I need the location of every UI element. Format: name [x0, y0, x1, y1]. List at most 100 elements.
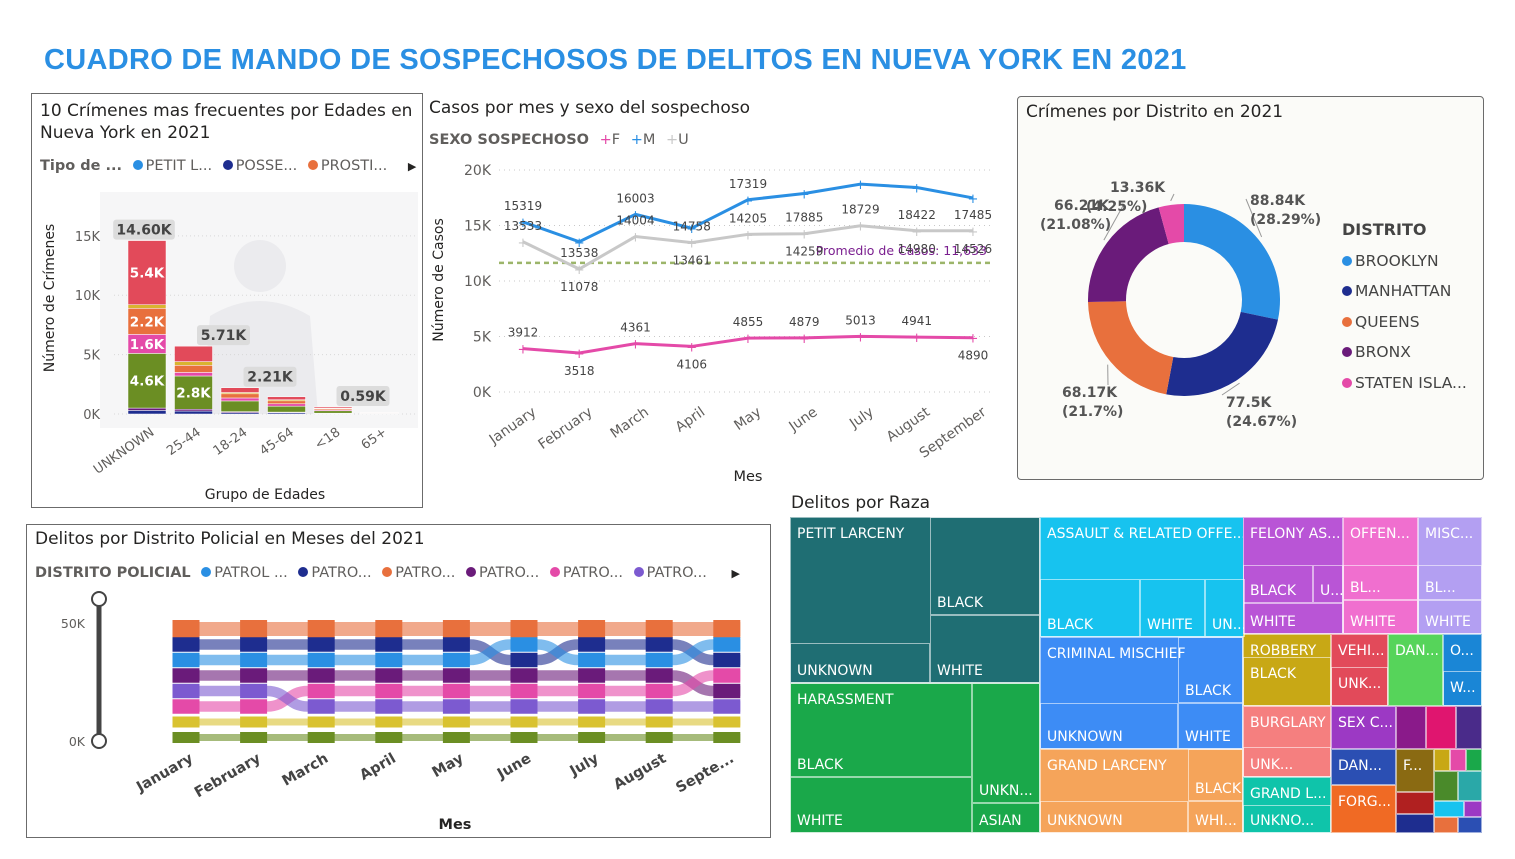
data-point-marker[interactable]: +	[518, 343, 529, 358]
ribbon-column-segment[interactable]	[578, 637, 606, 652]
treemap-cell[interactable]: WHITE	[1343, 600, 1418, 634]
data-point-marker[interactable]: +	[799, 187, 810, 202]
treemap-cell[interactable]: UNKNO...	[1243, 805, 1331, 833]
treemap-cell[interactable]: WHITE	[1140, 579, 1205, 637]
data-point-marker[interactable]: +	[630, 338, 641, 353]
data-point-marker[interactable]: +	[799, 228, 810, 243]
ribbon-column-segment[interactable]	[442, 620, 470, 638]
ribbon-legend-item-1[interactable]: PATRO...	[298, 565, 372, 581]
ribbon-column-segment[interactable]	[240, 683, 268, 699]
treemap-cell[interactable]: DAN...	[1331, 749, 1396, 785]
data-point-marker[interactable]: +	[911, 182, 922, 197]
age-legend-item-2[interactable]: PROSTI...	[307, 158, 387, 174]
treemap-cell[interactable]: BLACK	[1040, 579, 1140, 637]
donut-legend-item-3[interactable]: BRONX	[1342, 337, 1467, 368]
treemap-small-cell[interactable]	[1450, 749, 1466, 771]
series-line[interactable]	[522, 182, 974, 244]
donut-slice[interactable]	[1158, 204, 1184, 245]
ribbon-column-segment[interactable]	[375, 652, 403, 668]
treemap-small-cell[interactable]	[1464, 801, 1482, 817]
ribbon-column-segment[interactable]	[240, 620, 268, 638]
treemap-cell[interactable]: BL...	[1343, 565, 1418, 600]
ribbon-column-segment[interactable]	[645, 716, 673, 728]
bar-segment[interactable]	[174, 372, 213, 377]
chevron-right-icon[interactable]: ▶	[407, 160, 417, 173]
ribbon-column-segment[interactable]	[307, 620, 335, 638]
ribbon-column-segment[interactable]	[510, 699, 538, 714]
bar-segment[interactable]	[127, 304, 167, 309]
treemap-cell[interactable]: UNK...	[1243, 747, 1331, 777]
bar-segment[interactable]	[174, 345, 213, 362]
bar-segment[interactable]	[174, 410, 213, 415]
ribbon-column-segment[interactable]	[578, 668, 606, 683]
bar-segment[interactable]	[220, 397, 260, 402]
bar-segment[interactable]	[267, 403, 306, 407]
ribbon-column-segment[interactable]	[375, 637, 403, 652]
data-point-marker[interactable]: +	[968, 192, 979, 207]
treemap-cell[interactable]: ASIAN	[972, 803, 1040, 833]
treemap-cell[interactable]: BURGLARY	[1243, 706, 1331, 777]
donut-legend-item-4[interactable]: STATEN ISLA...	[1342, 368, 1467, 399]
ribbon-column-segment[interactable]	[713, 716, 741, 728]
bar-segment[interactable]	[313, 410, 353, 414]
ribbon-column-segment[interactable]	[713, 732, 741, 743]
treemap-cell[interactable]: UNKNOWN	[1040, 703, 1178, 749]
ribbon-column-segment[interactable]	[375, 668, 403, 683]
ribbon-legend-item-4[interactable]: PATRO...	[549, 565, 623, 581]
data-point-marker[interactable]: +	[686, 237, 697, 252]
treemap-cell[interactable]: BLACK	[1243, 657, 1331, 706]
bar-segment[interactable]	[174, 408, 213, 412]
treemap-cell[interactable]: UNK...	[1331, 667, 1388, 706]
data-point-marker[interactable]: +	[743, 332, 754, 347]
ribbon-column-segment[interactable]	[510, 668, 538, 683]
bar-segment[interactable]	[220, 387, 260, 393]
ribbon-column-segment[interactable]	[375, 716, 403, 728]
ribbon-column-segment[interactable]	[442, 683, 470, 699]
data-point-marker[interactable]: +	[855, 330, 866, 345]
range-slider-handle-top[interactable]	[91, 591, 107, 607]
ribbon-column-segment[interactable]	[713, 637, 741, 652]
series-line[interactable]	[522, 334, 974, 355]
ribbon-column-segment[interactable]	[442, 668, 470, 683]
treemap-cell[interactable]: O...	[1443, 634, 1482, 706]
ribbon-column-segment[interactable]	[442, 637, 470, 652]
ribbon-column-segment[interactable]	[510, 637, 538, 652]
donut-slice[interactable]	[1088, 301, 1174, 395]
ribbon-column-segment[interactable]	[578, 716, 606, 728]
ribbon-column-segment[interactable]	[510, 652, 538, 668]
data-point-marker[interactable]: +	[855, 178, 866, 193]
ribbon-column-segment[interactable]	[578, 732, 606, 743]
treemap-cell[interactable]: WHITE	[790, 777, 972, 833]
bar-segment[interactable]	[127, 353, 167, 409]
ribbon-legend-item-5[interactable]: PATRO...	[633, 565, 707, 581]
data-point-marker[interactable]: +	[855, 220, 866, 235]
treemap-cell[interactable]: ASSAULT & RELATED OFFE...	[1040, 517, 1245, 637]
ribbon-column-segment[interactable]	[713, 668, 741, 683]
ribbon-column-segment[interactable]	[172, 716, 200, 728]
treemap-cell[interactable]: BLACK	[790, 683, 972, 777]
ribbon-column-segment[interactable]	[645, 620, 673, 638]
treemap-cell[interactable]: VEHI...	[1331, 634, 1388, 706]
ribbon-column-segment[interactable]	[713, 652, 741, 668]
treemap-small-cell[interactable]	[1466, 749, 1482, 771]
ribbon-column-segment[interactable]	[578, 683, 606, 699]
treemap-cell[interactable]: BLACK	[930, 517, 1040, 615]
ribbon-column-segment[interactable]	[713, 683, 741, 699]
treemap-cell[interactable]: BLACK	[1188, 749, 1243, 801]
ribbon-column-segment[interactable]	[645, 668, 673, 683]
donut-slice[interactable]	[1088, 207, 1169, 303]
bar-segment[interactable]	[174, 365, 213, 373]
data-point-marker[interactable]: +	[630, 208, 641, 223]
bar-segment[interactable]	[127, 308, 167, 335]
ribbon-column-segment[interactable]	[172, 668, 200, 683]
ribbon-column-segment[interactable]	[240, 699, 268, 714]
treemap-small-cell[interactable]	[1396, 792, 1434, 814]
ribbon-column-segment[interactable]	[240, 637, 268, 652]
data-point-marker[interactable]: +	[630, 231, 641, 246]
ribbon-column-segment[interactable]	[713, 699, 741, 714]
series-line[interactable]	[522, 224, 973, 271]
treemap-small-cell[interactable]	[1426, 706, 1456, 749]
ribbon-column-segment[interactable]	[510, 716, 538, 728]
age-legend-item-1[interactable]: POSSE...	[222, 158, 297, 174]
ribbon-column-segment[interactable]	[578, 699, 606, 714]
